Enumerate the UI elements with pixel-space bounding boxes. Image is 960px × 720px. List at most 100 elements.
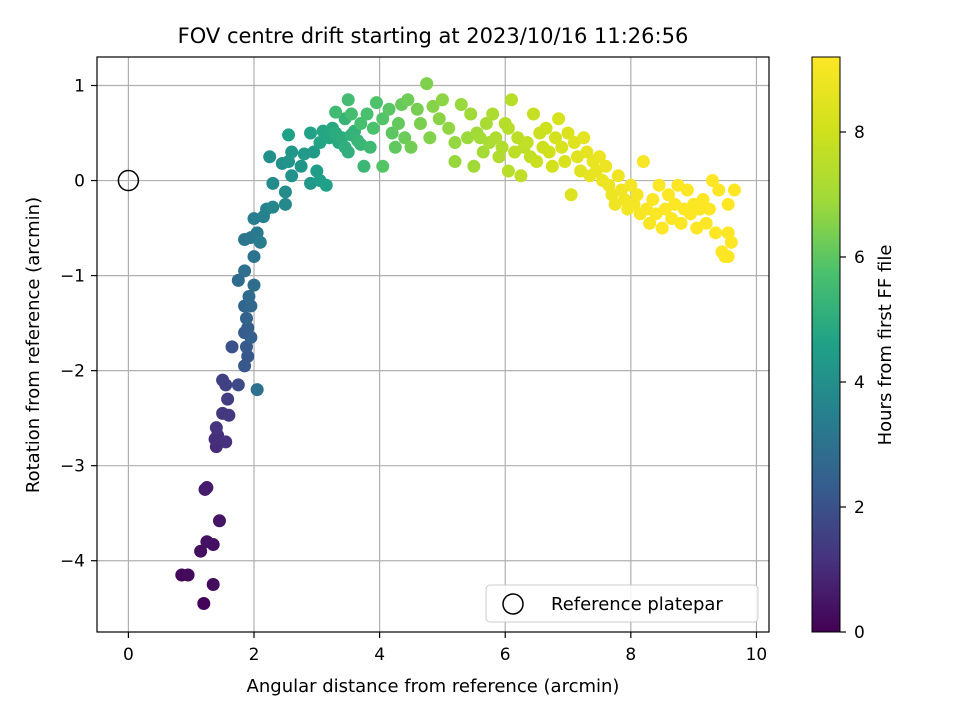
colorbar-ticks: 0 2 4 6 8 xyxy=(840,123,865,643)
data-point xyxy=(548,131,562,145)
data-point xyxy=(369,96,383,110)
data-point xyxy=(611,169,625,183)
data-point xyxy=(376,159,390,173)
data-point xyxy=(194,544,208,558)
legend: Reference platepar xyxy=(485,584,759,623)
data-point xyxy=(197,596,211,610)
data-point xyxy=(282,128,296,142)
x-tick-label: 6 xyxy=(500,645,511,665)
x-tick-label: 10 xyxy=(746,645,768,665)
data-point xyxy=(564,188,578,202)
data-point xyxy=(454,98,468,112)
data-point xyxy=(247,278,261,292)
data-point xyxy=(696,193,710,207)
colorbar-tick-label: 4 xyxy=(854,373,865,393)
data-point xyxy=(539,121,553,135)
data-point xyxy=(712,183,726,197)
data-point xyxy=(266,176,280,190)
y-tick-label: −2 xyxy=(60,362,85,382)
data-point xyxy=(385,126,399,140)
data-points xyxy=(175,77,741,610)
data-point xyxy=(278,197,292,211)
y-axis-ticks: 1 0 −1 −2 −3 −4 xyxy=(60,77,97,572)
data-point xyxy=(231,378,245,392)
data-point xyxy=(263,150,277,164)
data-point xyxy=(376,112,390,126)
data-point xyxy=(410,102,424,116)
data-point xyxy=(181,568,195,582)
colorbar-label: Hours from first FF file xyxy=(875,245,896,446)
data-point xyxy=(705,174,719,188)
data-point xyxy=(514,169,528,183)
y-tick-label: 1 xyxy=(74,77,85,97)
data-point xyxy=(699,216,713,230)
data-point xyxy=(542,145,556,159)
data-point xyxy=(200,535,214,549)
data-point xyxy=(501,164,515,178)
data-point xyxy=(401,93,415,107)
data-point xyxy=(307,145,321,159)
data-point xyxy=(426,99,440,113)
y-tick-label: −3 xyxy=(60,457,85,477)
data-point xyxy=(413,117,427,131)
data-point xyxy=(285,169,299,183)
y-tick-label: −4 xyxy=(60,552,85,572)
data-point xyxy=(247,250,261,264)
data-point xyxy=(250,383,264,397)
data-point xyxy=(398,131,412,145)
data-point xyxy=(219,435,233,449)
data-point xyxy=(285,145,299,159)
data-point xyxy=(486,107,500,121)
data-point xyxy=(209,421,223,435)
data-point xyxy=(530,155,544,169)
data-point xyxy=(467,159,481,173)
data-point xyxy=(721,197,735,211)
data-point xyxy=(391,117,405,131)
data-point xyxy=(363,140,377,154)
data-point xyxy=(278,185,292,199)
data-point xyxy=(643,216,657,230)
data-point xyxy=(344,107,358,121)
data-point xyxy=(555,140,569,154)
y-tick-label: −1 xyxy=(60,267,85,287)
colorbar-tick-label: 6 xyxy=(854,248,865,268)
x-tick-label: 2 xyxy=(249,645,260,665)
data-point xyxy=(294,159,308,173)
chart-title: FOV centre drift starting at 2023/10/16 … xyxy=(178,24,689,48)
data-point xyxy=(501,121,515,135)
data-point xyxy=(646,193,660,207)
data-point xyxy=(561,126,575,140)
x-tick-label: 8 xyxy=(625,645,636,665)
data-point xyxy=(319,178,333,192)
data-point xyxy=(304,126,318,140)
data-point xyxy=(231,273,245,287)
data-point xyxy=(580,145,594,159)
data-point xyxy=(357,159,371,173)
data-point xyxy=(662,188,676,202)
data-point xyxy=(329,105,343,119)
colorbar: 0 2 4 6 8 Hours from first FF file xyxy=(811,56,896,643)
data-point xyxy=(432,112,446,126)
data-point xyxy=(674,216,688,230)
data-point xyxy=(423,131,437,145)
colorbar-tick-label: 8 xyxy=(854,123,865,143)
x-tick-label: 4 xyxy=(374,645,385,665)
data-point xyxy=(360,107,374,121)
data-point xyxy=(266,200,280,214)
data-point xyxy=(219,378,233,392)
x-axis-ticks: 0 2 4 6 8 10 xyxy=(123,632,767,665)
data-point xyxy=(341,145,355,159)
data-point xyxy=(448,136,462,150)
data-point xyxy=(238,264,252,278)
data-point xyxy=(702,202,716,216)
data-point xyxy=(366,121,380,135)
y-tick-label: 0 xyxy=(74,172,85,192)
colorbar-tick-label: 0 xyxy=(854,623,865,643)
data-point xyxy=(652,178,666,192)
data-point xyxy=(442,121,456,135)
data-point xyxy=(624,178,638,192)
data-point xyxy=(464,107,478,121)
data-point xyxy=(630,188,644,202)
data-point xyxy=(545,159,559,173)
data-point xyxy=(388,140,402,154)
